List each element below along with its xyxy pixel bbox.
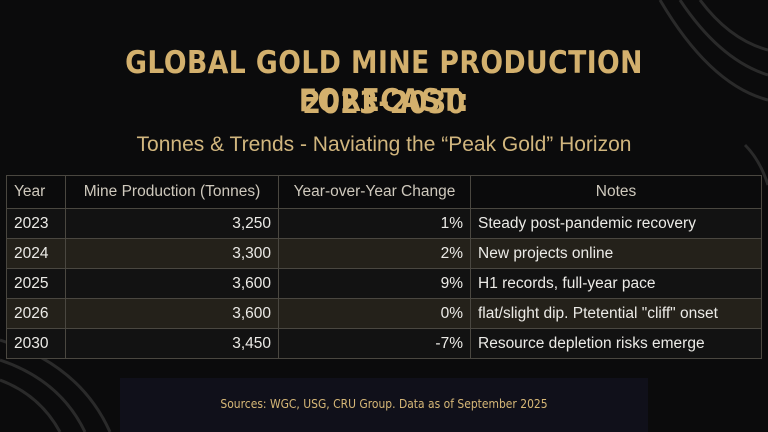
cell-notes: Resource depletion risks emerge [470,328,762,359]
cell-year: 2025 [6,268,66,299]
column-header-notes: Notes [470,175,762,209]
footer-panel [120,378,648,432]
production-table: Year Mine Production (Tonnes) Year-over-… [6,175,762,359]
chart-title: GLOBAL GOLD MINE PRODUCTION FORECAST: [125,45,643,119]
header-row: Year Mine Production (Tonnes) Year-over-… [6,175,762,209]
cell-production: 3,600 [65,298,279,329]
cell-yoy-change: 0% [278,298,471,329]
table-row: 2025 3,600 9% H1 records, full-year pace [6,268,762,299]
cell-notes: flat/slight dip. Ptetential "cliff" onse… [470,298,762,329]
cell-yoy-change: 1% [278,208,471,239]
column-header-year: Year [6,175,66,209]
table-row: 2023 3,250 1% Steady post-pandemic recov… [6,208,762,239]
cell-notes: H1 records, full-year pace [470,268,762,299]
cell-yoy-change: 2% [278,238,471,269]
column-header-yoy-change: Year-over-Year Change [278,175,471,209]
column-header-production: Mine Production (Tonnes) [65,175,279,209]
cell-production: 3,600 [65,268,279,299]
cell-notes: Steady post-pandemic recovery [470,208,762,239]
cell-year: 2026 [6,298,66,329]
chart-title-years: 2023-2030 [302,85,466,121]
cell-production: 3,450 [65,328,279,359]
table-row: 2024 3,300 2% New projects online [6,238,762,269]
table-row: 2026 3,600 0% flat/slight dip. Ptetentia… [6,298,762,329]
cell-yoy-change: 9% [278,268,471,299]
source-note: Sources: WGC, USG, CRU Group. Data as of… [220,396,548,411]
cell-production: 3,250 [65,208,279,239]
chart-subtitle: Tonnes & Trends - Naviating the “Peak Go… [136,133,632,156]
cell-year: 2023 [6,208,66,239]
cell-year: 2024 [6,238,66,269]
cell-year: 2030 [6,328,66,359]
table-row: 2030 3,450 -7% Resource depletion risks … [6,328,762,359]
cell-yoy-change: -7% [278,328,471,359]
cell-production: 3,300 [65,238,279,269]
cell-notes: New projects online [470,238,762,269]
